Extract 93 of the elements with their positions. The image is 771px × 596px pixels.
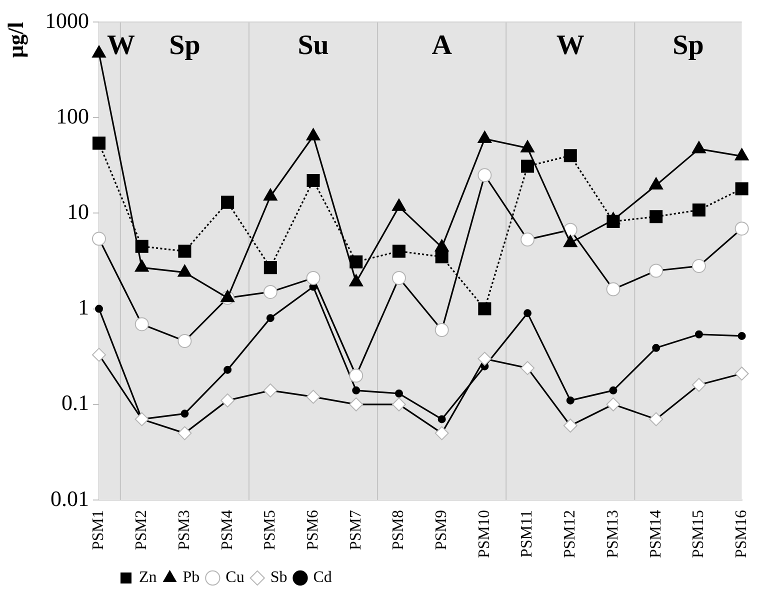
band-label: Su bbox=[298, 30, 329, 62]
y-tick-label: 1 bbox=[78, 294, 89, 320]
y-tick-label: 10 bbox=[67, 198, 89, 224]
x-tick-label: PSM5 bbox=[262, 510, 279, 550]
point bbox=[520, 361, 535, 376]
point bbox=[306, 174, 320, 187]
point bbox=[92, 136, 106, 150]
point bbox=[263, 383, 278, 398]
x-tick-label: PSM15 bbox=[690, 510, 708, 558]
x-tick-label: PSM3 bbox=[176, 510, 193, 550]
x-tick-label: PSM1 bbox=[90, 510, 108, 550]
point bbox=[478, 302, 492, 316]
point bbox=[306, 270, 320, 285]
point bbox=[352, 386, 360, 394]
band-label: Sp bbox=[169, 30, 200, 62]
x-tick-label: PSM4 bbox=[218, 510, 236, 550]
band-label: W bbox=[107, 30, 135, 62]
point bbox=[564, 149, 577, 162]
x-tick-label: PSM11 bbox=[518, 510, 536, 558]
point bbox=[692, 378, 706, 392]
point bbox=[566, 396, 574, 404]
point bbox=[563, 418, 578, 433]
point bbox=[178, 334, 192, 348]
point bbox=[392, 244, 406, 258]
y-tick-label: 100 bbox=[56, 103, 89, 128]
legend-label: Cu bbox=[226, 569, 244, 586]
point bbox=[521, 160, 534, 173]
point bbox=[734, 222, 749, 236]
point bbox=[95, 304, 103, 313]
point bbox=[609, 386, 618, 394]
point bbox=[350, 255, 363, 268]
point bbox=[135, 240, 148, 253]
point bbox=[524, 309, 532, 318]
point bbox=[220, 393, 235, 408]
legend-label: Pb bbox=[182, 569, 200, 586]
point bbox=[266, 314, 274, 322]
point bbox=[224, 366, 232, 374]
legend-label: Sb bbox=[270, 569, 288, 586]
x-tick-label: PSM2 bbox=[133, 510, 150, 550]
point bbox=[520, 232, 535, 247]
point bbox=[738, 332, 746, 340]
y-tick-label: 1000 bbox=[45, 8, 89, 33]
point bbox=[434, 323, 449, 338]
point bbox=[134, 317, 149, 332]
x-tick-label: PSM6 bbox=[304, 510, 322, 550]
point bbox=[692, 203, 706, 217]
point bbox=[92, 348, 106, 362]
x-tick-label: PSM12 bbox=[562, 510, 579, 558]
point bbox=[178, 244, 192, 258]
y-axis-title: μg/l bbox=[2, 22, 28, 58]
point bbox=[264, 261, 277, 274]
point bbox=[349, 368, 364, 383]
point bbox=[606, 214, 620, 228]
point bbox=[649, 412, 664, 426]
point bbox=[434, 426, 449, 440]
band-label: W bbox=[556, 30, 584, 62]
point bbox=[478, 352, 492, 366]
point bbox=[392, 397, 406, 412]
y-tick-label: 0.01 bbox=[50, 486, 89, 511]
x-tick-label: PSM16 bbox=[733, 510, 750, 558]
x-tick-label: PSM9 bbox=[433, 510, 450, 550]
point bbox=[650, 210, 663, 224]
point bbox=[435, 250, 448, 264]
band-label: A bbox=[432, 30, 453, 62]
point bbox=[178, 426, 192, 440]
point bbox=[735, 182, 748, 196]
legend-label: Cd bbox=[313, 569, 332, 586]
point bbox=[394, 390, 403, 398]
legend-label: Zn bbox=[139, 569, 157, 586]
x-tick-label: PSM10 bbox=[476, 510, 493, 558]
point bbox=[692, 259, 706, 274]
point bbox=[180, 410, 189, 418]
point bbox=[649, 264, 664, 278]
point bbox=[92, 232, 106, 246]
x-tick-label: PSM14 bbox=[647, 510, 664, 558]
point bbox=[694, 330, 703, 338]
point bbox=[392, 270, 406, 285]
point bbox=[438, 415, 446, 424]
point bbox=[349, 397, 364, 412]
point bbox=[478, 168, 492, 182]
point bbox=[606, 282, 620, 296]
point bbox=[306, 390, 320, 404]
point bbox=[134, 412, 149, 426]
point bbox=[652, 344, 660, 352]
x-tick-label: PSM7 bbox=[347, 510, 364, 550]
point bbox=[221, 196, 234, 209]
x-tick-label: PSM13 bbox=[604, 510, 622, 558]
y-tick-label: 0.1 bbox=[62, 390, 89, 416]
point bbox=[734, 366, 749, 381]
band-label: Sp bbox=[672, 30, 704, 62]
x-tick-label: PSM8 bbox=[390, 510, 408, 550]
point bbox=[263, 284, 278, 299]
point bbox=[606, 397, 620, 412]
